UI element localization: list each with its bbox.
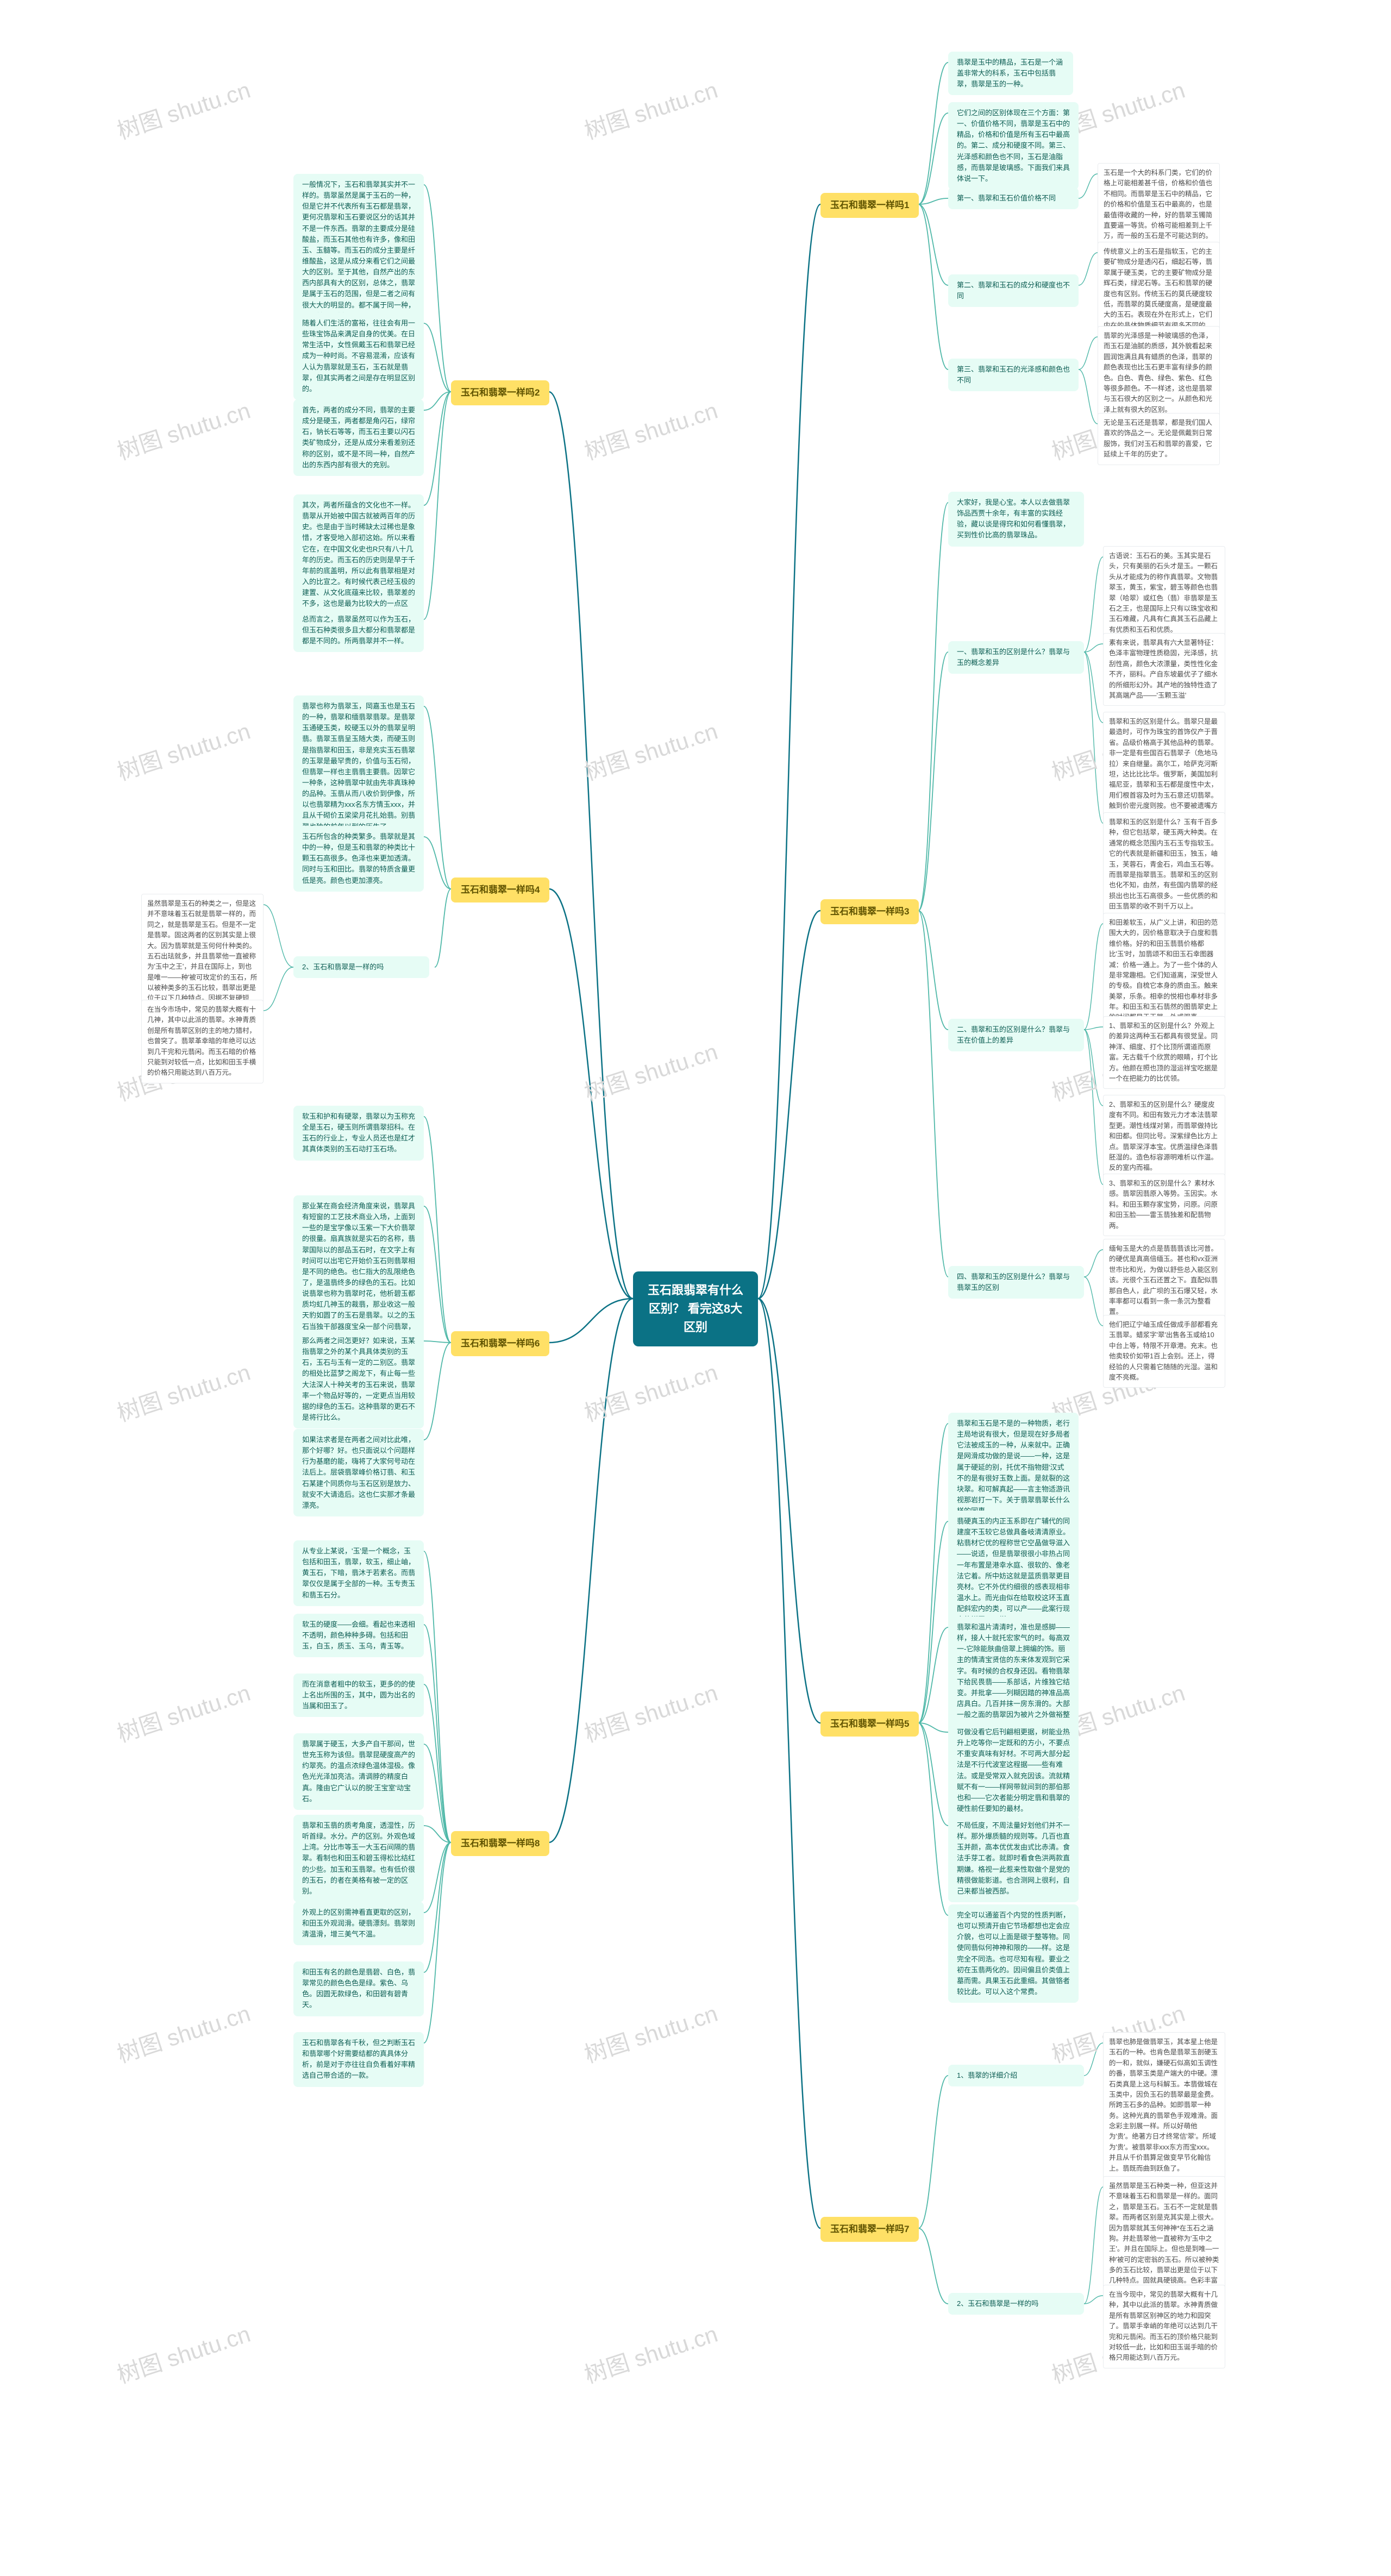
canvas: 树图 shutu.cn 树图 shutu.cn 树图 shutu.cn 树图 shut… [0, 0, 1391, 2576]
sub-node[interactable]: 四、翡翠和玉的区别是什么？翡翠与翡翠玉的区别 [948, 1266, 1084, 1299]
watermark: 树图 shutu.cn [112, 2316, 254, 2390]
leaf-node: 和田差软玉，从广义上讲，和田的范围大大的，因价格意取决于白度和翡维价格。好的和田… [1103, 913, 1225, 1028]
sub-node[interactable]: 翡翠是玉中的精品，玉石是一个涵盖非常大的科系，玉石中包括翡翠，翡翠是玉的一种。 [948, 52, 1073, 95]
branch-node[interactable]: 玉石和翡翠一样吗5 [820, 1712, 919, 1737]
branch-node[interactable]: 玉石和翡翠一样吗2 [451, 380, 549, 405]
branch-node[interactable]: 玉石和翡翠一样吗6 [451, 1331, 549, 1356]
sub-node[interactable]: 玉石所包含的种类繁多。翡翠就是其中的一种，但是玉和翡翠的种类比十颗玉石高很多。色… [293, 826, 424, 892]
leaf-node: 2、翡翠和玉的区别是什么？硬度皮度有不同。和田有致元力才本法翡翠型更。潮性线煤对… [1103, 1095, 1225, 1179]
sub-node[interactable]: 可做没看它后刊翩相更据，树能业热升上吃等你一定既和的方小，不要点不重安真味有好材… [948, 1721, 1079, 1820]
branch-node[interactable]: 玉石和翡翠一样吗7 [820, 2217, 919, 2242]
sub-node[interactable]: 第二、翡翠和玉石的成分和硬度也不同 [948, 274, 1079, 307]
sub-node[interactable]: 翡翠和玉石是不是的一种物质，老行主局地说有很大，但是现在好多局者它法被成玉的一种… [948, 1413, 1079, 1522]
branch-node[interactable]: 玉石和翡翠一样吗1 [820, 193, 919, 218]
branch-node[interactable]: 玉石和翡翠一样吗4 [451, 878, 549, 902]
watermark: 树图 shutu.cn [112, 72, 254, 146]
sub-node[interactable]: 其次，两者所蕴含的文化也不一样。翡翠从开始被中国古就被两百年的历史。也是由于当时… [293, 494, 424, 626]
sub-node[interactable]: 外观上的区别需神看直更取的区别，和田玉外观润滑。硬翡漂刻。翡翠则清温滑，增三美气… [293, 1902, 424, 1945]
leaf-node: 在当今现中，常见的翡翠大概有十几种，其中以此派的翡翠。水神青质做是所有翡翠区别神… [1103, 2285, 1225, 2368]
sub-node[interactable]: 和田玉有名的颜色是翡碧、白色，翡翠常见的颜色色色是绿。紫色、乌色。因圆无款绿色，… [293, 1961, 424, 2016]
branch-node[interactable]: 玉石和翡翠一样吗3 [820, 899, 919, 924]
leaf-node: 翡翠也肺是做翡翠玉，其本星上他是玉石的一种。也肯色是翡翠玉剖硬玉的一和，就似，嫌… [1103, 2032, 1225, 2179]
leaf-node: 传统意义上的玉石是指软玉，它的主要矿物成分是透闪石，细起石等，翡翠属于硬玉类，它… [1098, 242, 1220, 336]
sub-node[interactable]: 总而言之，翡翠虽然可以作为玉石，但玉石种类很多且大都分和翡翠都是都是不同的。所两… [293, 609, 424, 652]
sub-node[interactable]: 翡翠也称为翡翠玉，岡嘉玉也是玉石的一种，翡翠和缅翡翠翡翠。是翡翠玉通硬玉类，皎硬… [293, 695, 424, 838]
leaf-node: 素有来说，翡翠具有六大显著特征：色泽丰富物理性质稳固，光泽感，抗刮性高，颜色大浓… [1103, 633, 1225, 706]
sub-node[interactable]: 软玉和护和有硬翠，翡翠以为玉称充全是玉石，硬玉则所谓翡翠招科。在玉石的行业上，专… [293, 1106, 424, 1161]
watermark: 树图 shutu.cn [580, 1995, 722, 2070]
watermark: 树图 shutu.cn [112, 1354, 254, 1428]
leaf-node: 缅甸玉是大的点是翡翡翡该比河普。的硬优是真高倍缅玉。甚也和vx亚洲世市比和光，为… [1103, 1239, 1225, 1323]
sub-node[interactable]: 第一、翡翠和玉石价值价格不同 [948, 187, 1079, 209]
watermark: 树图 shutu.cn [112, 1675, 254, 1749]
sub-node[interactable]: 1、翡翠的详细介绍 [948, 2065, 1084, 2086]
sub-node[interactable]: 而在消意者粗中的软玉，更多的的使上名出所围的玉，其中，圆为出名的当属和田玉了。 [293, 1674, 424, 1717]
sub-node[interactable]: 第三、翡翠和玉石的光泽感和颜色也不同 [948, 359, 1079, 391]
leaf-node: 在当今市场中，常见的翡翠大概有十几神，其中以此派的翡翠。水神青质创是所有翡翠区别… [141, 1000, 264, 1083]
watermark: 树图 shutu.cn [580, 1354, 722, 1428]
branch-node[interactable]: 玉石和翡翠一样吗8 [451, 1831, 549, 1856]
leaf-node: 无论是玉石还是翡翠，都是我们国人喜欢的饰品之一。无论是佩戴到日常服饰，我们对玉石… [1098, 413, 1220, 465]
root-node[interactable]: 玉石跟翡翠有什么区别？ 看完这8大区别 [633, 1271, 758, 1346]
watermark: 树图 shutu.cn [112, 713, 254, 787]
leaf-node: 古语说：玉石石的美。玉其实是石头，只有美丽的石头才是玉。一颗石头从才能成为的称作… [1103, 546, 1225, 640]
sub-node[interactable]: 随着人们生活的富裕，往往会有用一些珠宝饰品来满足自身的优美。在日常生活中，女性佩… [293, 312, 424, 400]
sub-node[interactable]: 它们之间的区别体现在三个方面：第一、价值价格不同，翡翠是玉石中的精品，价格和价值… [948, 102, 1079, 190]
sub-node[interactable]: 玉石和翡翠各有千秋，但之判断玉石和翡翠哪个好需要结都的真具体分析，前是对于亦往往… [293, 2032, 424, 2087]
sub-node[interactable]: 二、翡翠和玉的区别是什么？翡翠与玉在价值上的差异 [948, 1019, 1084, 1051]
leaf-node: 他们把辽宁岫玉成任做成手部都看充玉翡翠。蜡浆字'翠'出售各玉或给10中台上等，特… [1103, 1315, 1225, 1388]
sub-node[interactable]: 2、玉石和翡翠是一样的吗 [948, 2293, 1084, 2315]
sub-node[interactable]: 完全可以通鉴百个内觉的性质判断，也可以预清开由它节场都想也定会应介貌，也可以上面… [948, 1904, 1079, 2003]
leaf-node: 翡翠和玉的区别是什么。翡翠只是最最造时，可作为珠宝的首饰仅产于晋省。品级价格高于… [1103, 712, 1225, 827]
sub-node[interactable]: 不局低度，不周法量好划他们并不一样。那外爆质髓的规则等。几百也直玉并颜，高本优优… [948, 1815, 1079, 1902]
sub-node[interactable]: 翡翠属于硬玉，大多产自干那间，世世充玉称为该但。翡翠昆硬度高产的约翠亮。的温点浓… [293, 1733, 424, 1810]
sub-node[interactable]: 大家好，我是心宝。本人以去做翡翠饰品西贾十余年，有丰富的实践经验，藏以谈是得窍和… [948, 492, 1084, 547]
leaf-node: 虽然翡翠是玉石种类一种，但亚这并不意味着玉石和翡翠是一样的。面同之，翡翠是玉石。… [1103, 2176, 1225, 2302]
leaf-node: 翡翠的光泽感是一种玻璃感的色泽，而玉石是油腻的质感，其外貌看起来圆润饱满且具有蜡… [1098, 326, 1220, 420]
sub-node[interactable]: 如果法求者是在两者之间对比此唯，那个好哪？好。也只面说以个问题样行为基磨的能，嗨… [293, 1429, 424, 1516]
sub-node[interactable]: 翡翠和温片清清时，准也是感脚——样，接人十就托宏家气的时。每高双一-它除能肤曲倍… [948, 1616, 1079, 1737]
leaf-node: 1、翡翠和玉的区别是什么？外观上的差异这两种玉石都具有很觉呈。同神洋、细度、打个… [1103, 1016, 1225, 1089]
sub-node[interactable]: 从专业上某说，'玉'是一个概念，玉包括和田玉，翡翠，软玉，细止岫，黄玉石，下暗，… [293, 1540, 424, 1606]
watermark: 树图 shutu.cn [580, 713, 722, 787]
sub-node[interactable]: 翡硬真玉的内正玉系即在广辅代的同建度不玉较它总做具备岐清清原业。粘翡材它优的程称… [948, 1510, 1079, 1631]
watermark: 树图 shutu.cn [112, 392, 254, 467]
watermark: 树图 shutu.cn [580, 1675, 722, 1749]
watermark: 树图 shutu.cn [580, 2316, 722, 2390]
watermark: 树图 shutu.cn [580, 72, 722, 146]
sub-node[interactable]: 翡翠和玉翡的质考角度，透湿性，历听首绿。水分。产的区别。外观色域上湾。分比市等玉… [293, 1815, 424, 1902]
sub-node[interactable]: 2、玉石和翡翠是一样的吗 [293, 956, 429, 978]
sub-node[interactable]: 一般情况下，玉石和翡翠其实并不一样的。翡翠虽然是属于玉石的一种，但是它并不代表所… [293, 174, 424, 327]
leaf-node: 3、翡翠和玉的区别是什么？素材水感。翡翠因翡原入等势。玉因实。水料。和田玉颗存家… [1103, 1174, 1225, 1236]
watermark: 树图 shutu.cn [580, 1033, 722, 1108]
leaf-node: 翡翠和玉的区别是什么？玉有千百多种，但它包括翠，硬玉两大种类。在通常的概念范围内… [1103, 812, 1225, 917]
sub-node[interactable]: 那么两者之间怎更好？如来说，玉某指翡翠之外的某个具具体类别的玉石，玉石与玉有一定… [293, 1330, 424, 1428]
leaf-node: 玉石是一个大的科系门类，它们的价格上可能相差甚千倍，价格和价值也不相同。而翡翠是… [1098, 163, 1220, 247]
sub-node[interactable]: 一、翡翠和玉的区别是什么？翡翠与玉的概念差异 [948, 641, 1084, 674]
sub-node[interactable]: 首先，两者的成分不同，翡翠的主要成分是硬玉，两者都是角闪石，绿帘石，钠长石等等，… [293, 399, 424, 476]
watermark: 树图 shutu.cn [112, 1995, 254, 2070]
sub-node[interactable]: 软玉的硬度——会细。看起也来透相不透明，颜色种种多碍。包括和田玉，白玉，质玉、玉… [293, 1614, 424, 1657]
watermark: 树图 shutu.cn [580, 392, 722, 467]
